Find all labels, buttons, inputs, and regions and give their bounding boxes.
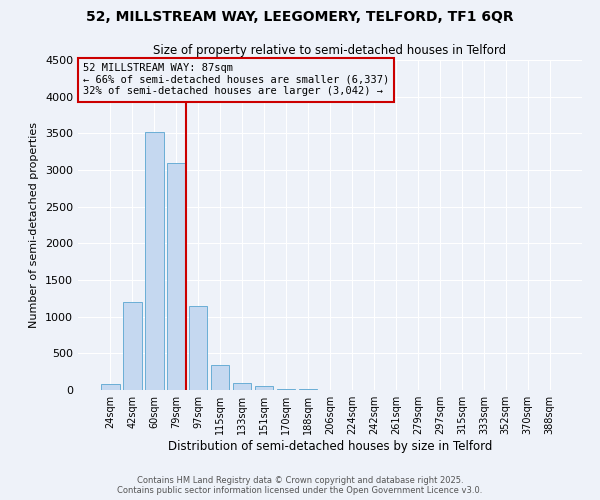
Bar xyxy=(167,162,185,390)
Bar xyxy=(277,388,295,390)
Title: Size of property relative to semi-detached houses in Telford: Size of property relative to semi-detach… xyxy=(154,44,506,58)
Bar xyxy=(211,365,229,390)
Bar xyxy=(145,132,164,390)
Text: Contains HM Land Registry data © Crown copyright and database right 2025.
Contai: Contains HM Land Registry data © Crown c… xyxy=(118,476,482,495)
Bar xyxy=(189,306,208,390)
X-axis label: Distribution of semi-detached houses by size in Telford: Distribution of semi-detached houses by … xyxy=(168,440,492,453)
Bar xyxy=(101,384,119,390)
Bar xyxy=(233,382,251,390)
Text: 52, MILLSTREAM WAY, LEEGOMERY, TELFORD, TF1 6QR: 52, MILLSTREAM WAY, LEEGOMERY, TELFORD, … xyxy=(86,10,514,24)
Bar xyxy=(123,302,142,390)
Text: 52 MILLSTREAM WAY: 87sqm
← 66% of semi-detached houses are smaller (6,337)
32% o: 52 MILLSTREAM WAY: 87sqm ← 66% of semi-d… xyxy=(83,64,389,96)
Bar xyxy=(255,386,274,390)
Y-axis label: Number of semi-detached properties: Number of semi-detached properties xyxy=(29,122,40,328)
